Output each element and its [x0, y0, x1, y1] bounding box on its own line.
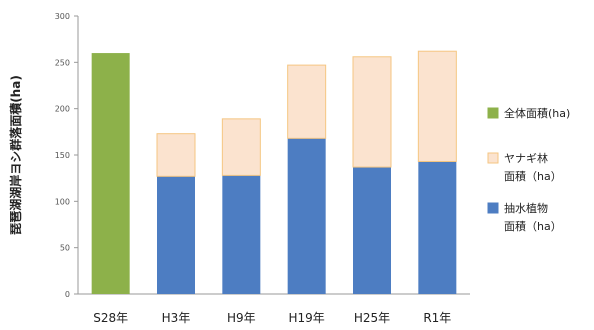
bar-emergent-plants [353, 167, 391, 294]
y-tick-label: 300 [55, 12, 70, 21]
x-category-label: H9年 [227, 311, 256, 325]
y-tick-label: 250 [55, 58, 70, 67]
x-category-label: H25年 [354, 311, 390, 325]
y-tick-label: 50 [60, 244, 70, 253]
y-tick-label: 200 [55, 105, 70, 114]
bar-willow-forest [156, 133, 196, 177]
bar-total [91, 53, 130, 294]
bar-willow-forest [287, 64, 327, 139]
bar-willow-forest [352, 56, 392, 168]
bar-emergent-plants [222, 175, 261, 294]
legend-label: ヤナギ林 [504, 151, 548, 165]
bar-willow-forest [417, 50, 457, 162]
bar-emergent-plants [287, 138, 326, 294]
bar-willow-forest [221, 118, 261, 176]
bar-emergent-plants [418, 161, 457, 294]
legend-swatch [487, 152, 499, 164]
x-category-label: H3年 [162, 311, 191, 325]
legend-label: 面積（ha） [504, 169, 562, 183]
legend-swatch [487, 202, 499, 214]
legend-swatch [487, 107, 499, 119]
legend-label: 全体面積(ha) [504, 106, 570, 120]
bar-emergent-plants [157, 176, 195, 294]
x-category-label: R1年 [423, 311, 451, 325]
legend-label: 面積（ha） [504, 219, 562, 233]
x-category-label: H19年 [289, 311, 325, 325]
y-axis-title: 琵琶湖湖岸ヨシ群落面積(ha) [8, 75, 23, 235]
y-tick-label: 150 [55, 151, 70, 160]
y-tick-label: 100 [55, 197, 70, 206]
y-tick-label: 0 [65, 290, 70, 299]
x-category-label: S28年 [93, 311, 128, 325]
legend-label: 抽水植物 [504, 201, 548, 215]
